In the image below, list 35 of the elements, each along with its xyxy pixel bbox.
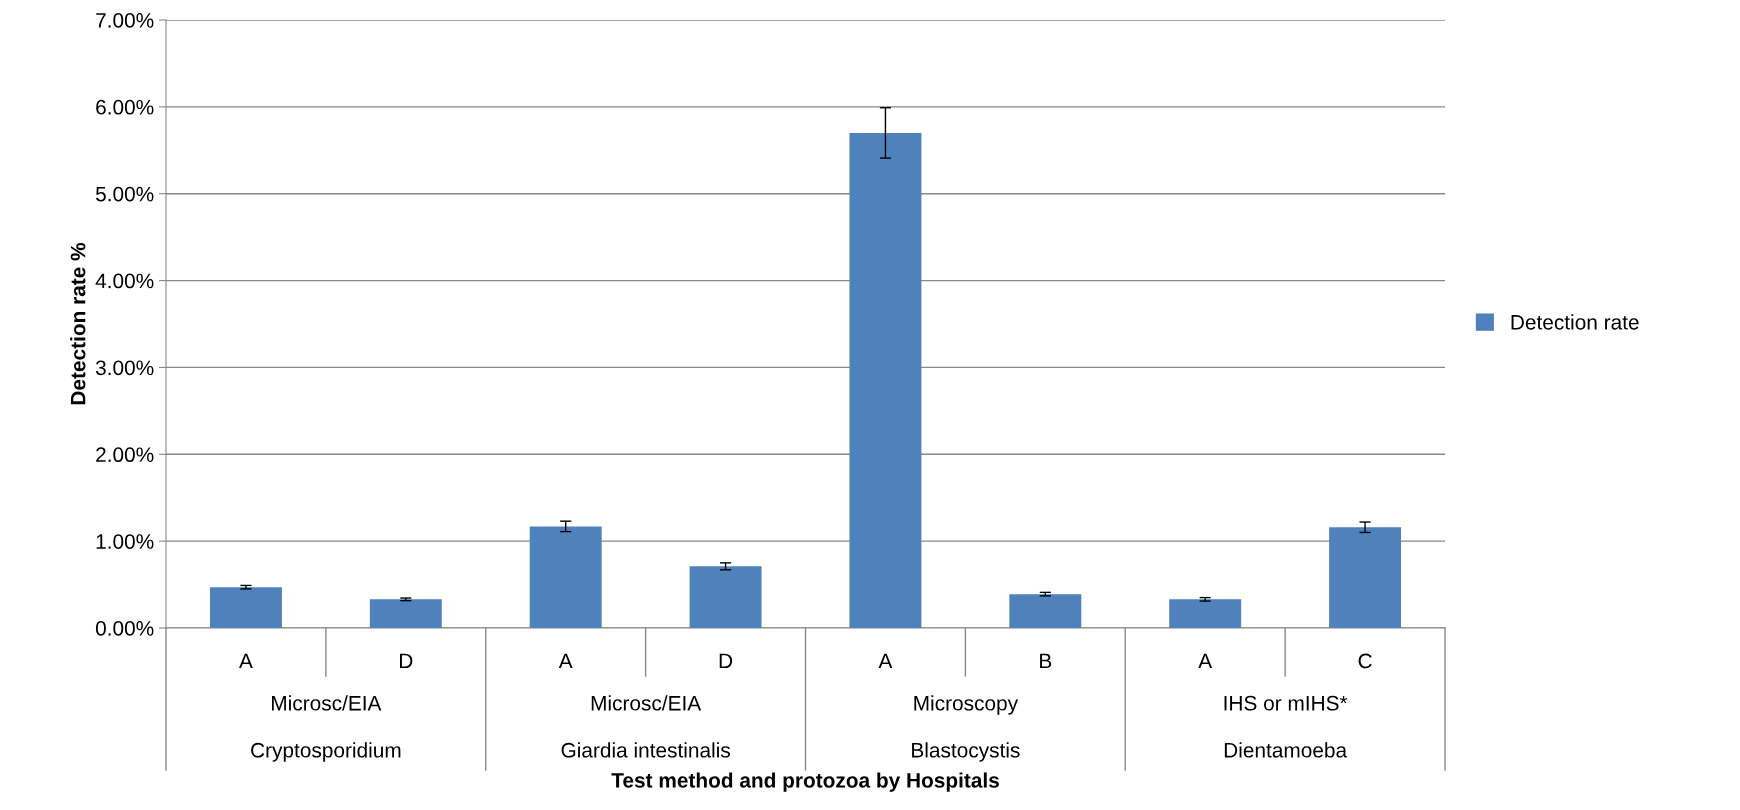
y-tick-label: 7.00% xyxy=(96,13,154,28)
x-tick-label: D xyxy=(719,653,733,669)
x-tick-label: D xyxy=(400,653,413,669)
bar xyxy=(209,587,282,628)
bar xyxy=(1169,599,1242,628)
x-tick-label: A xyxy=(878,653,893,669)
y-tick-label: 5.00% xyxy=(95,186,154,202)
x-tick-label: A xyxy=(558,653,573,669)
text: IHS or mIHS* xyxy=(1224,695,1348,711)
text: Cryptosporidium xyxy=(251,742,401,762)
text: Microsc/EIA xyxy=(272,695,382,711)
text: Dientamoeba xyxy=(1224,742,1348,758)
y-tick-label: 2.00% xyxy=(96,447,154,463)
x-tick-label: C xyxy=(1358,653,1372,669)
text: Microsc/EIA xyxy=(591,695,702,711)
x-tick-label: A xyxy=(239,653,253,669)
y-tick-label: 4.00% xyxy=(95,273,154,289)
bar xyxy=(369,599,442,628)
bar xyxy=(1329,527,1402,628)
x-tick-label: A xyxy=(1198,653,1213,669)
y-tick-label: 3.00% xyxy=(95,360,154,376)
bar xyxy=(849,132,922,628)
text: Blastocystis xyxy=(912,742,1020,762)
text: Giardia intestinalis xyxy=(561,742,730,758)
bar xyxy=(1009,594,1082,628)
text: Microscopy xyxy=(914,695,1019,715)
y-tick-label: 0.00% xyxy=(95,621,154,636)
y-tick-label: 1.00% xyxy=(96,534,154,549)
y-tick-label: 6.00% xyxy=(96,99,154,115)
legend-label: Detection rate xyxy=(1511,314,1639,330)
x-axis-title: Test method and protozoa by Hospitals xyxy=(611,772,999,792)
y-axis-title: Detection rate % xyxy=(70,242,86,405)
x-tick-label: B xyxy=(1040,653,1052,669)
bar xyxy=(689,566,762,628)
bar xyxy=(529,526,602,628)
